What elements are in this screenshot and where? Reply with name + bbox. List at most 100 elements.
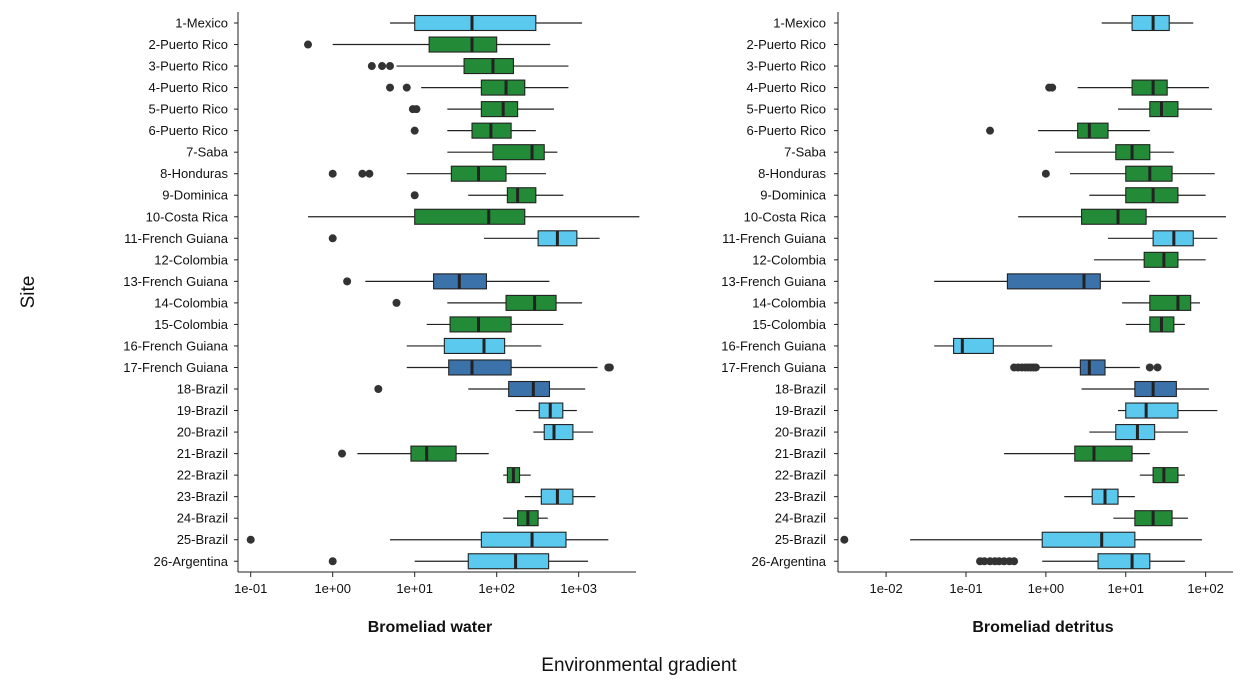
y-tick-label: 15-Colombia [752,317,826,332]
y-tick-label: 15-Colombia [154,317,228,332]
outlier-point [980,557,989,566]
y-tick-label: 26-Argentina [752,554,827,569]
y-tick-label: 5-Puerto Rico [149,102,228,117]
y-tick-label: 13-French Guiana [123,274,229,289]
y-tick-label: 2-Puerto Rico [149,37,228,52]
panel-bromeliad-water: 1e-01 1e+00 1e+01 1e+02 1e+03 1-Mexico 2-Puert… [123,12,640,596]
outlier-point [1010,557,1019,566]
outlier-point [605,363,614,372]
outlier-point [386,62,395,71]
outlier-point [328,169,337,178]
y-tick-label: 21-Brazil [775,446,826,461]
outlier-point [374,385,383,394]
y-tick-label: 23-Brazil [775,489,826,504]
y-tick-label: 17-French Guiana [721,360,827,375]
y-tick-label: 19-Brazil [177,403,228,418]
y-tick-label: 20-Brazil [775,425,826,440]
iqr-box [449,316,512,333]
y-axis-title: Site [18,276,39,309]
outlier-point [1031,363,1040,372]
y-tick-label: 16-French Guiana [123,338,229,353]
outlier-point [1048,83,1057,92]
iqr-box [1074,445,1133,462]
iqr-box [443,337,506,355]
y-tick-label: 24-Brazil [775,511,826,526]
outlier-point [1041,169,1050,178]
y-tick-label: 7-Saba [784,145,827,160]
y-tick-label: 6-Puerto Rico [149,123,228,138]
y-tick-label: 11-French Guiana [124,231,229,246]
iqr-box [1149,294,1192,311]
outlier-point [338,449,347,458]
x-tick-label: 1e-02 [869,581,902,596]
panel-title-water: Bromeliad water [368,619,492,636]
y-tick-label: 8-Honduras [758,166,826,181]
iqr-box [414,208,526,225]
iqr-box [1152,467,1179,484]
outlier-point [410,126,419,135]
y-tick-label: 5-Puerto Rico [747,102,826,117]
x-tick-label: 1e+02 [478,581,515,596]
y-tick-label: 20-Brazil [177,425,228,440]
iqr-box [467,553,550,570]
outlier-point [358,169,367,178]
y-tick-label: 23-Brazil [177,489,228,504]
x-tick-label: 1e+00 [314,581,351,596]
y-tick-label: 10-Costa Rica [744,209,827,224]
iqr-box [508,380,551,398]
outlier-point [378,62,387,71]
y-tick-label: 3-Puerto Rico [747,59,826,74]
y-tick-label: 2-Puerto Rico [747,37,826,52]
outlier-point [343,277,352,286]
outlier-point [365,169,374,178]
iqr-box [1115,424,1156,441]
outlier-point [328,557,337,566]
y-tick-label: 18-Brazil [177,382,228,397]
x-tick-label: 1e-01 [949,581,982,596]
iqr-box [1077,122,1109,139]
outlier-point [392,298,401,307]
iqr-box [1143,251,1179,268]
iqr-box [543,424,574,441]
y-tick-label: 21-Brazil [177,446,228,461]
outlier-point [412,105,421,114]
y-tick-label: 6-Puerto Rico [747,123,826,138]
iqr-box [1006,273,1101,290]
outlier-point [246,535,255,544]
y-tick-label: 3-Puerto Rico [149,59,228,74]
y-tick-label: 4-Puerto Rico [747,80,826,95]
iqr-box [448,359,512,376]
y-tick-label: 13-French Guiana [721,274,827,289]
iqr-box [480,531,567,548]
y-tick-label: 22-Brazil [177,468,228,483]
outlier-point [402,83,411,92]
outlier-point [1145,363,1154,372]
iqr-box [1081,208,1147,225]
y-tick-label: 10-Costa Rica [146,209,229,224]
iqr-box [1097,553,1151,570]
x-tick-label: 1e-01 [234,581,267,596]
y-tick-label: 12-Colombia [154,252,228,267]
x-tick-label: 1e+00 [1028,581,1065,596]
y-tick-label: 19-Brazil [775,403,826,418]
iqr-box [1134,380,1177,398]
y-tick-label: 12-Colombia [752,252,826,267]
y-tick-label: 11-French Guiana [722,231,827,246]
outlier-point [840,535,849,544]
iqr-box [1149,101,1179,118]
y-tick-label: 26-Argentina [154,554,229,569]
y-tick-label: 14-Colombia [154,295,228,310]
y-tick-label: 9-Dominica [760,188,827,203]
outlier-point [410,191,419,200]
iqr-box [1131,79,1168,96]
y-tick-label: 4-Puerto Rico [149,80,228,95]
iqr-box [480,79,526,96]
y-tick-label: 25-Brazil [177,532,228,547]
y-tick-label: 17-French Guiana [123,360,229,375]
panel-title-detritus: Bromeliad detritus [972,619,1113,636]
iqr-box [506,187,537,204]
panel-bromeliad-detritus: 1e-02 1e-01 1e+00 1e+01 1e+02 1-Mexico 2-Puert… [721,12,1233,596]
outlier-point [1153,363,1162,372]
x-tick-label: 1e+01 [1108,581,1145,596]
